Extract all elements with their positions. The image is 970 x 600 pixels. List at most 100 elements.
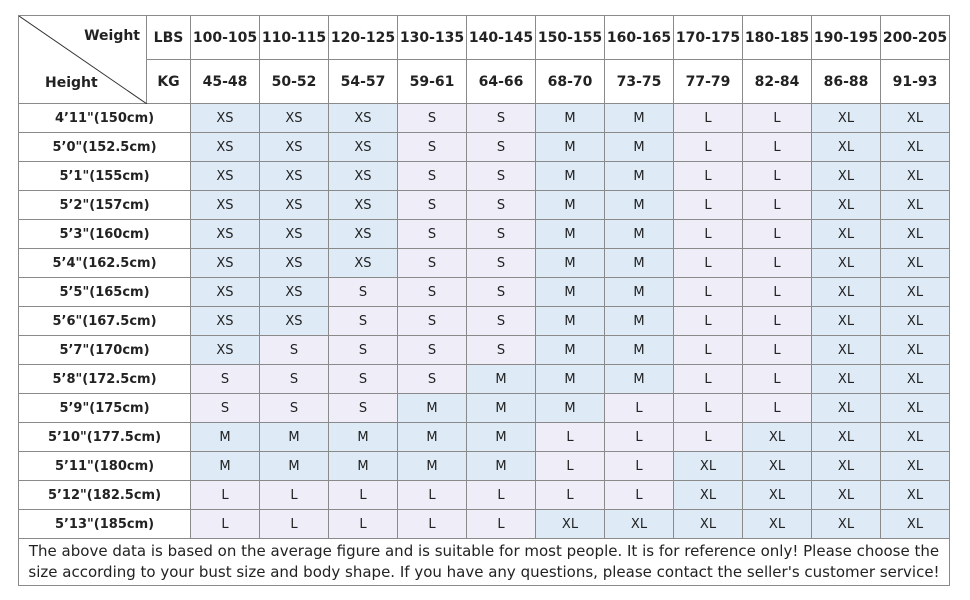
data-row: 5’4"(162.5cm) XS XS XS S S M M L L XL XL — [18, 248, 950, 278]
weight-label: Weight — [84, 28, 140, 44]
size-cell: XL — [811, 190, 881, 220]
size-cell: M — [259, 422, 329, 452]
size-cell: S — [466, 335, 536, 365]
size-cell: M — [604, 277, 674, 307]
height-cell: 5’9"(175cm) — [18, 393, 191, 423]
data-row: 5’3"(160cm) XS XS XS S S M M L L XL XL — [18, 219, 950, 249]
data-row: 5’0"(152.5cm) XS XS XS S S M M L L XL XL — [18, 132, 950, 162]
size-cell: XL — [811, 161, 881, 191]
lbs-range: 180-185 — [742, 15, 812, 60]
size-cell: XL — [880, 509, 950, 539]
size-cell: L — [328, 480, 398, 510]
size-cell: M — [604, 103, 674, 133]
size-cell: L — [673, 190, 743, 220]
size-cell: M — [604, 219, 674, 249]
size-cell: M — [535, 364, 605, 394]
kg-label: KG — [146, 59, 191, 104]
size-cell: XL — [811, 422, 881, 452]
size-cell: L — [742, 393, 812, 423]
size-cell: XL — [880, 364, 950, 394]
size-cell: XS — [190, 219, 260, 249]
size-cell: XL — [880, 393, 950, 423]
size-cell: L — [742, 219, 812, 249]
corner-cell: Weight Height — [18, 15, 147, 104]
size-cell: S — [397, 335, 467, 365]
size-cell: M — [535, 277, 605, 307]
size-cell: XL — [880, 132, 950, 162]
size-cell: XL — [811, 393, 881, 423]
size-cell: M — [328, 451, 398, 481]
note: The above data is based on the average f… — [18, 538, 950, 586]
size-cell: XS — [328, 248, 398, 278]
data-row: 5’10"(177.5cm) M M M M M L L L XL XL XL — [18, 422, 950, 452]
size-cell: S — [397, 306, 467, 336]
size-cell: L — [535, 422, 605, 452]
size-cell: L — [742, 248, 812, 278]
height-cell: 5’8"(172.5cm) — [18, 364, 191, 394]
size-cell: L — [604, 451, 674, 481]
size-cell: S — [466, 132, 536, 162]
size-cell: L — [673, 306, 743, 336]
size-cell: L — [535, 480, 605, 510]
size-cell: L — [742, 161, 812, 191]
height-cell: 5’1"(155cm) — [18, 161, 191, 191]
size-cell: M — [466, 451, 536, 481]
size-cell: XL — [604, 509, 674, 539]
size-cell: XL — [811, 219, 881, 249]
size-cell: XL — [811, 480, 881, 510]
lbs-range: 200-205 — [880, 15, 950, 60]
size-cell: S — [328, 364, 398, 394]
size-cell: L — [673, 132, 743, 162]
size-cell: M — [397, 422, 467, 452]
data-row: 5’12"(182.5cm) L L L L L L L XL XL XL XL — [18, 480, 950, 510]
size-cell: XS — [259, 103, 329, 133]
kg-range: 64-66 — [466, 59, 536, 104]
size-cell: L — [604, 393, 674, 423]
header-row: Weight Height LBS 100-105 110-115 120-125 1… — [18, 15, 950, 104]
kg-range: 73-75 — [604, 59, 674, 104]
size-cell: L — [604, 422, 674, 452]
size-cell: S — [466, 190, 536, 220]
size-cell: XL — [880, 161, 950, 191]
size-cell: L — [742, 335, 812, 365]
size-cell: L — [742, 103, 812, 133]
size-cell: S — [328, 393, 398, 423]
lbs-label: LBS — [146, 15, 191, 60]
data-row: 5’7"(170cm) XS S S S S M M L L XL XL — [18, 335, 950, 365]
size-cell: M — [190, 422, 260, 452]
lbs-range: 170-175 — [673, 15, 743, 60]
size-cell: S — [397, 103, 467, 133]
size-cell: XS — [190, 103, 260, 133]
header-row: KG 45-48 50-52 54-57 59-61 64-66 68-70 73-75 77… — [19, 59, 950, 104]
lbs-range: 140-145 — [466, 15, 536, 60]
size-cell: XL — [880, 335, 950, 365]
size-cell: XS — [328, 132, 398, 162]
size-cell: M — [604, 335, 674, 365]
height-cell: 5’7"(170cm) — [18, 335, 191, 365]
data-row: 4’11"(150cm) XS XS XS S S M M L L XL XL — [18, 103, 950, 133]
size-cell: S — [466, 219, 536, 249]
size-cell: XS — [190, 132, 260, 162]
size-cell: S — [466, 306, 536, 336]
size-cell: XS — [328, 103, 398, 133]
size-cell: M — [535, 161, 605, 191]
size-cell: M — [604, 306, 674, 336]
kg-range: 59-61 — [397, 59, 467, 104]
kg-range: 50-52 — [259, 59, 329, 104]
size-cell: M — [535, 306, 605, 336]
lbs-range: 190-195 — [811, 15, 881, 60]
size-cell: S — [190, 364, 260, 394]
size-cell: M — [466, 393, 536, 423]
size-cell: L — [742, 132, 812, 162]
size-cell: XL — [811, 509, 881, 539]
size-cell: S — [466, 248, 536, 278]
size-cell: L — [742, 277, 812, 307]
size-cell: XL — [742, 509, 812, 539]
size-cell: S — [397, 248, 467, 278]
size-cell: L — [673, 393, 743, 423]
size-cell: M — [604, 132, 674, 162]
height-cell: 5’11"(180cm) — [18, 451, 191, 481]
data-row: 5’13"(185cm) L L L L L XL XL XL XL XL XL — [18, 509, 950, 539]
size-cell: XS — [190, 335, 260, 365]
kg-range: 91-93 — [880, 59, 950, 104]
